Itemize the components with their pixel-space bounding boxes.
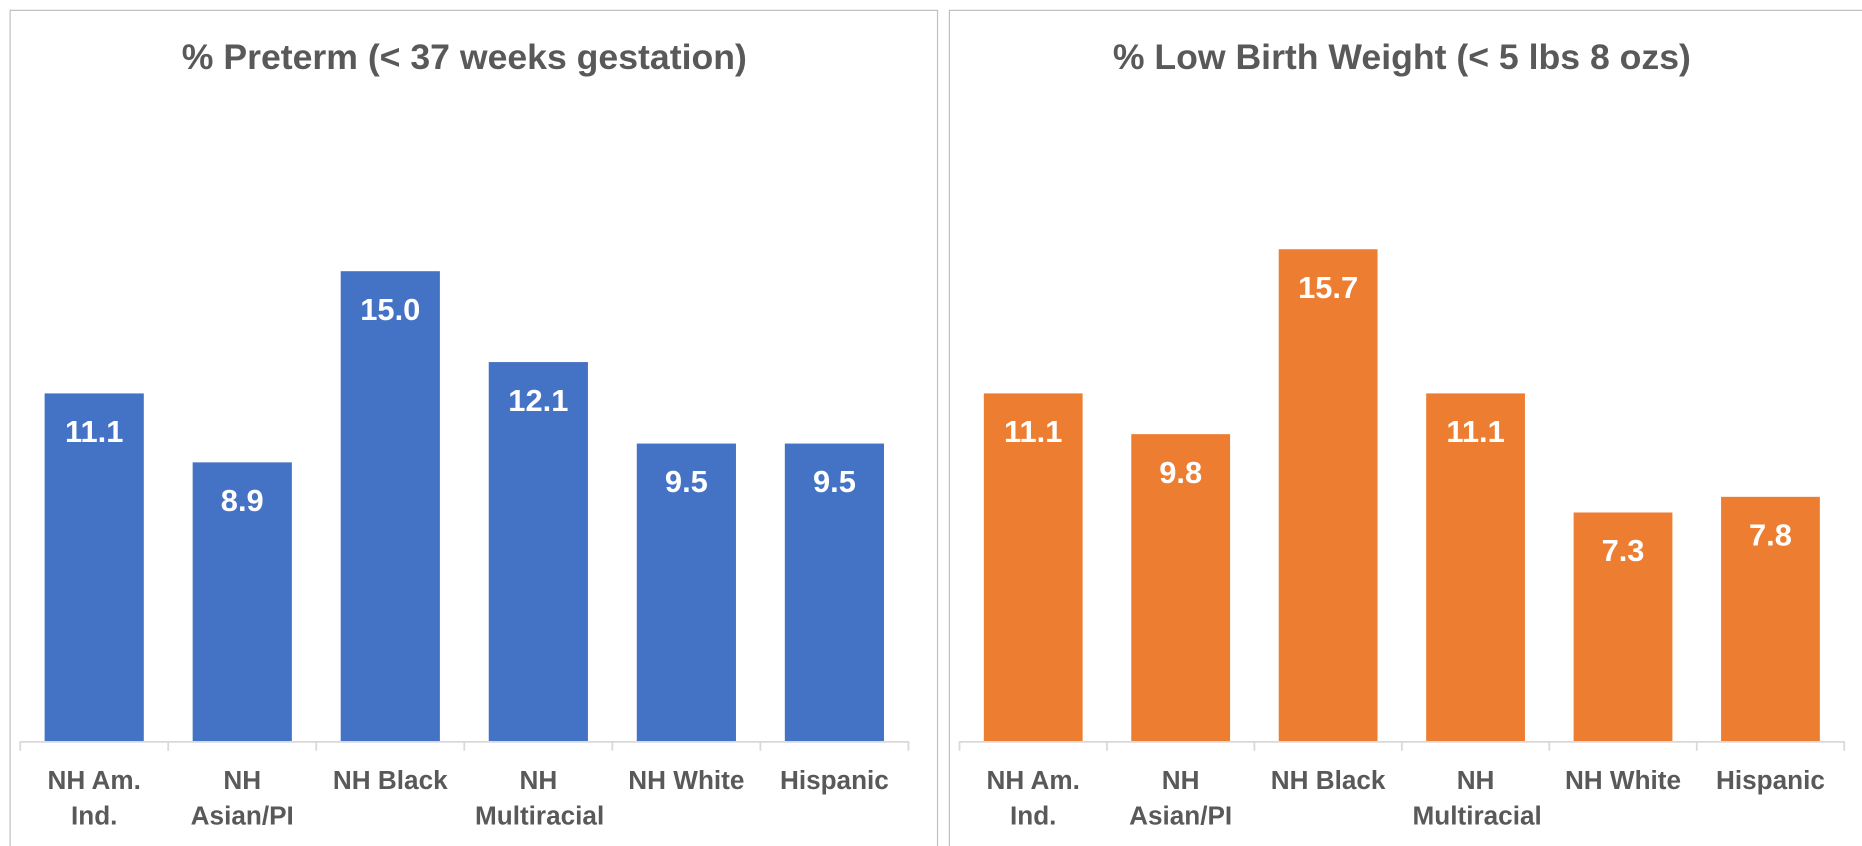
bar <box>488 362 588 742</box>
x-tick-label: Hispanic <box>779 765 889 795</box>
x-tick-label-box: NH Black <box>1270 765 1386 795</box>
bar <box>1721 496 1820 742</box>
data-label: 7.3 <box>1602 533 1645 568</box>
x-tick-label: NH Black <box>332 765 448 795</box>
data-label: 15.0 <box>360 292 420 327</box>
data-label: 9.5 <box>665 464 708 499</box>
x-tick-label-box: Hispanic <box>1715 765 1825 795</box>
x-tick-label: NH White <box>628 765 745 795</box>
bar <box>983 393 1083 742</box>
bar <box>1278 249 1378 742</box>
x-tick-label-box: NH White <box>628 765 745 795</box>
data-label: 11.1 <box>1004 414 1062 449</box>
data-label: 15.7 <box>1298 270 1358 305</box>
x-tick-label-box: NH Multiracial <box>475 765 605 831</box>
x-tick-label: NH Black <box>1270 765 1386 795</box>
x-tick-label: NH Asian/PI <box>190 765 294 831</box>
x-tick-label-box: NH Am. Ind. <box>986 765 1080 831</box>
x-tick-label: NH White <box>1564 765 1682 795</box>
x-tick-label-box: NH Am. Ind. <box>47 765 141 831</box>
chart-title: % Low Birth Weight (< 5 lbs 8 ozs) <box>1113 37 1691 77</box>
bar <box>1131 434 1231 742</box>
bar <box>1573 512 1673 742</box>
chart-title: % Preterm (< 37 weeks gestation) <box>182 37 747 77</box>
bar <box>1426 393 1525 742</box>
x-tick-label-box: NH White <box>1564 765 1682 795</box>
bar <box>192 462 292 742</box>
bar <box>636 443 736 742</box>
bar <box>44 393 144 742</box>
data-label: 11.1 <box>1446 414 1504 449</box>
x-tick-label-box: NH Black <box>332 765 448 795</box>
x-tick-label: NH Am. Ind. <box>986 765 1080 831</box>
data-label: 9.8 <box>1159 455 1202 490</box>
x-tick-label-box: Hispanic <box>779 765 889 795</box>
panel-frame <box>9 9 939 846</box>
x-tick-label: Hispanic <box>1715 765 1825 795</box>
x-tick-label: NH Multiracial <box>475 765 605 831</box>
x-tick-label-box: NH Multiracial <box>1412 765 1542 831</box>
data-label: 7.8 <box>1749 518 1792 553</box>
data-label: 9.5 <box>813 464 856 499</box>
data-label: 11.1 <box>65 414 123 449</box>
panel-frame <box>948 9 1862 846</box>
bar <box>340 271 440 742</box>
data-label: 8.9 <box>221 483 264 518</box>
data-label: 12.1 <box>508 383 568 418</box>
x-tick-label: NH Asian/PI <box>1129 765 1233 831</box>
x-tick-label-box: NH Asian/PI <box>1129 765 1233 831</box>
x-tick-label: NH Am. Ind. <box>47 765 141 831</box>
bar <box>784 443 885 742</box>
x-tick-label: NH Multiracial <box>1412 765 1542 831</box>
x-tick-label-box: NH Asian/PI <box>190 765 294 831</box>
